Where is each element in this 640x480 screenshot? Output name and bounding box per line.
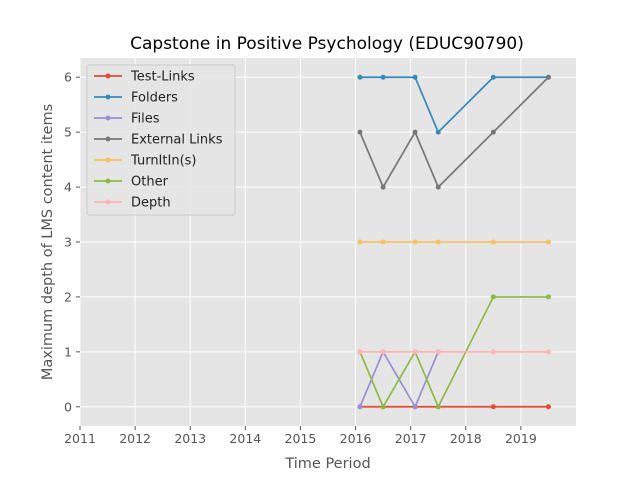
data-point-turnitin-s	[412, 239, 418, 245]
chart-title: Capstone in Positive Psychology (EDUC907…	[130, 34, 524, 54]
y-tick-label: 0	[64, 399, 72, 414]
data-point-other	[545, 294, 551, 300]
legend-label: Files	[131, 112, 160, 127]
y-tick-label: 5	[64, 125, 72, 140]
legend: Test-Links Folders Files External Links Turn…	[86, 64, 236, 216]
legend-marker	[105, 115, 111, 121]
data-point-turnitin-s	[380, 239, 386, 245]
legend-label: Other	[131, 175, 169, 190]
data-point-files	[357, 404, 363, 410]
legend-marker	[105, 178, 111, 184]
data-point-turnitin-s	[357, 239, 363, 245]
y-tick-label: 6	[64, 70, 72, 85]
data-point-turnitin-s	[490, 239, 496, 245]
series-lines	[357, 74, 551, 410]
data-point-turnitin-s	[545, 239, 551, 245]
x-tick-label: 2019	[505, 431, 537, 446]
data-point-other	[435, 404, 441, 410]
data-point-other	[490, 294, 496, 300]
x-axis-ticks: 2011 2012 2013 2014 2015 2016 2017 2018 2019	[64, 426, 537, 446]
x-tick-label: 2016	[340, 431, 372, 446]
x-tick-label: 2018	[450, 431, 482, 446]
data-point-external-links	[490, 129, 496, 135]
y-axis-ticks: 0 1 2 3 4 5 6	[64, 70, 80, 414]
legend-label: External Links	[131, 133, 223, 148]
data-point-folders	[490, 74, 496, 80]
data-point-depth	[545, 349, 551, 355]
legend-box	[86, 64, 236, 216]
data-point-test-links	[490, 404, 496, 410]
x-tick-label: 2013	[174, 431, 206, 446]
y-tick-label: 2	[64, 289, 72, 304]
data-point-external-links	[412, 129, 418, 135]
x-tick-label: 2017	[395, 431, 427, 446]
data-point-depth	[435, 349, 441, 355]
data-point-external-links	[357, 129, 363, 135]
series-line-external-links	[359, 76, 550, 189]
data-point-folders	[380, 74, 386, 80]
x-tick-label: 2012	[119, 431, 151, 446]
legend-label: Depth	[131, 196, 171, 211]
y-tick-label: 3	[64, 235, 72, 250]
y-axis-label: Maximum depth of LMS content items	[40, 104, 56, 380]
x-tick-label: 2011	[64, 431, 96, 446]
data-point-folders	[412, 74, 418, 80]
data-point-depth	[380, 349, 386, 355]
legend-marker	[105, 157, 111, 163]
x-tick-label: 2014	[229, 431, 261, 446]
data-point-depth	[357, 349, 363, 355]
data-point-test-links	[545, 404, 551, 410]
data-point-turnitin-s	[435, 239, 441, 245]
legend-label: TurnItIn(s)	[130, 154, 196, 169]
legend-marker	[105, 199, 111, 205]
legend-label: Folders	[131, 91, 178, 106]
x-axis-label: Time Period	[284, 456, 370, 472]
data-point-external-links	[545, 74, 551, 80]
y-tick-label: 1	[64, 344, 72, 359]
legend-marker	[105, 136, 111, 142]
data-point-other	[380, 404, 386, 410]
data-point-files	[412, 404, 418, 410]
x-tick-label: 2015	[285, 431, 317, 446]
data-point-folders	[435, 129, 441, 135]
data-point-depth	[412, 349, 418, 355]
legend-marker	[105, 94, 111, 100]
series-line-other	[359, 296, 549, 409]
data-point-external-links	[380, 184, 386, 190]
y-tick-label: 4	[64, 180, 72, 195]
data-point-folders	[357, 74, 363, 80]
legend-marker	[105, 73, 111, 79]
legend-label: Test-Links	[130, 70, 195, 85]
series-line-folders	[359, 76, 549, 134]
data-point-external-links	[435, 184, 441, 190]
data-point-depth	[490, 349, 496, 355]
